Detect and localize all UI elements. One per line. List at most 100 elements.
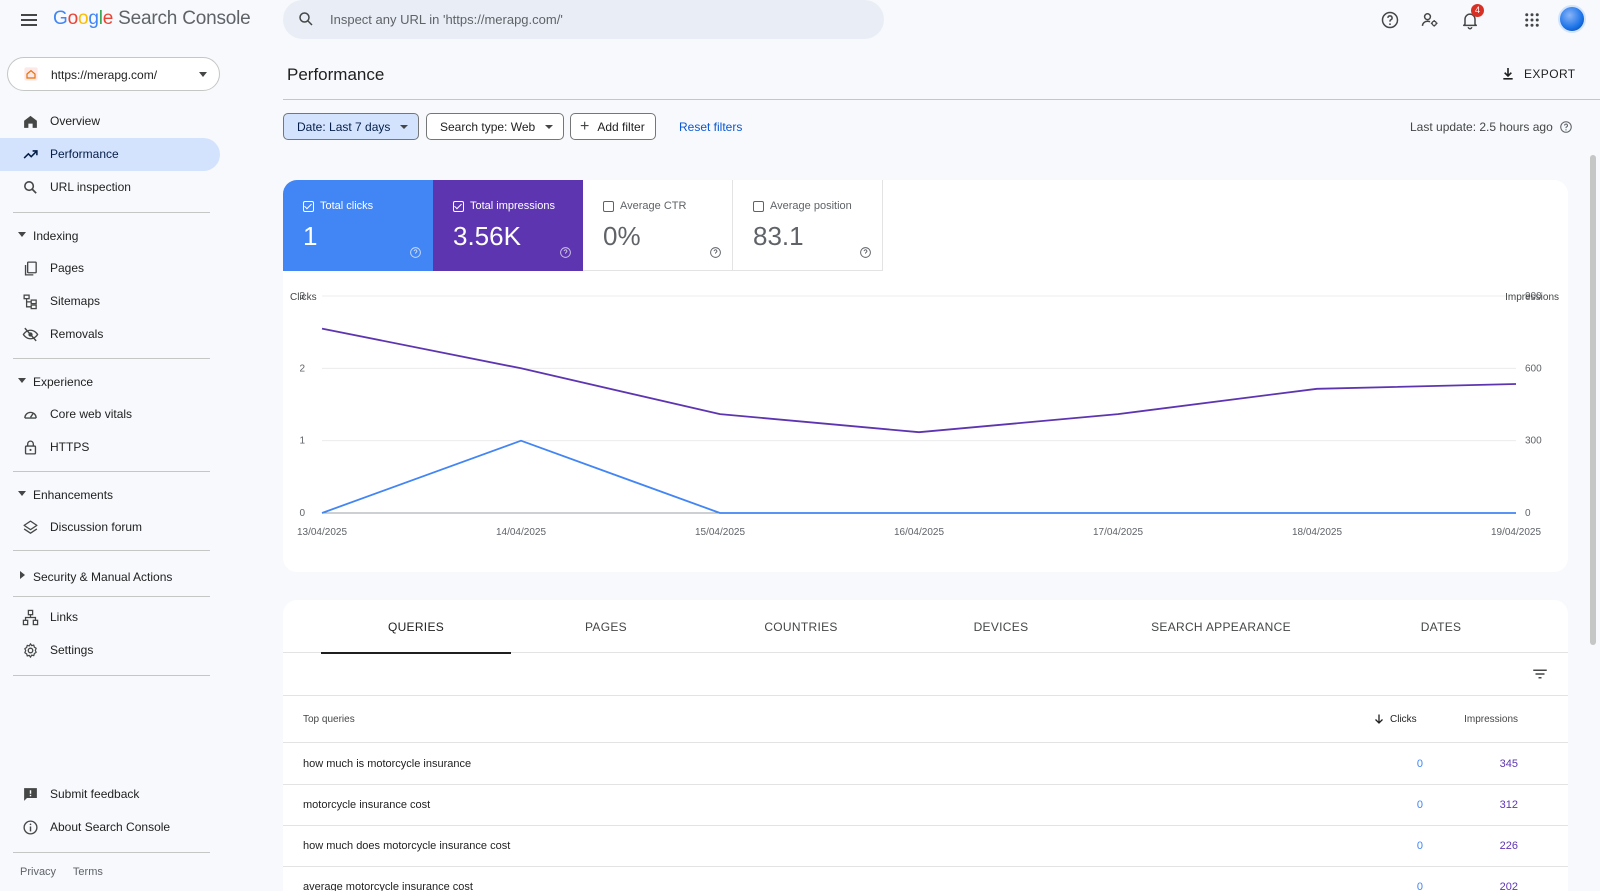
x-tick-label: 19/04/2025 (1491, 527, 1541, 538)
bell-icon[interactable]: 4 (1458, 4, 1484, 32)
x-tick-label: 17/04/2025 (1093, 527, 1143, 538)
search-input[interactable] (330, 0, 870, 39)
sidebar-item-about-search-console[interactable]: About Search Console (0, 811, 220, 844)
table-row[interactable]: motorcycle insurance cost 0 312 (283, 785, 1568, 826)
performance-chart-card: Total clicks 1 Total impressions 3.56K A… (283, 180, 1568, 572)
impressions-cell: 345 (1499, 758, 1518, 770)
chevron-down-icon (199, 72, 207, 77)
home-property-icon (23, 66, 39, 87)
y-right-tick-label: 900 (1525, 291, 1542, 302)
chevron-down-icon (400, 124, 409, 129)
metric-value: 83.1 (753, 221, 804, 251)
table-row[interactable]: how much does motorcycle insurance cost … (283, 826, 1568, 867)
sidebar-item-label: Links (50, 610, 79, 624)
info-icon (23, 820, 38, 835)
tab-devices[interactable]: DEVICES (973, 619, 1029, 634)
sidebar-divider (13, 596, 210, 597)
search-type-filter-chip[interactable]: Search type: Web (426, 113, 565, 140)
sidebar-item-overview[interactable]: Overview (0, 105, 220, 138)
table-row[interactable]: average motorcycle insurance cost 0 202 (283, 867, 1568, 891)
add-filter-button[interactable]: + Add filter (570, 113, 656, 140)
checkbox-icon[interactable] (603, 200, 614, 212)
property-selector[interactable]: https://merapg.com/ (7, 57, 220, 91)
section-label: Experience (33, 375, 94, 389)
help-icon[interactable] (1378, 8, 1402, 32)
clicks-cell: 0 (1416, 799, 1423, 811)
sidebar-item-label: Settings (50, 643, 94, 657)
terms-link[interactable]: Terms (72, 866, 103, 878)
reset-filters-link[interactable]: Reset filters (679, 120, 743, 134)
tab-countries[interactable]: COUNTRIES (764, 619, 838, 634)
sidebar-divider (13, 212, 210, 213)
tab-pages[interactable]: PAGES (585, 619, 627, 634)
caret-right-icon (20, 571, 25, 579)
apps-icon[interactable] (1520, 8, 1544, 32)
clicks-cell: 0 (1416, 758, 1423, 770)
section-label: Indexing (33, 229, 79, 243)
clicks-cell: 0 (1416, 840, 1423, 852)
sidebar-item-label: Performance (50, 147, 119, 161)
queries-table-card: QUERIES PAGES COUNTRIES DEVICES SEARCH A… (283, 600, 1568, 891)
caret-down-icon (18, 232, 26, 237)
sidebar-item-label: Overview (50, 114, 101, 128)
section-indexing[interactable]: Indexing (0, 222, 220, 248)
tab-dates[interactable]: DATES (1420, 619, 1462, 634)
column-header-clicks[interactable]: Clicks (1373, 713, 1417, 725)
export-button[interactable]: EXPORT (1500, 62, 1576, 86)
tab-search-appearance[interactable]: SEARCH APPEARANCE (1151, 619, 1291, 634)
chip-label: Add filter (597, 119, 645, 134)
privacy-link[interactable]: Privacy (20, 866, 57, 878)
avatar[interactable] (1558, 5, 1586, 33)
checkbox-icon[interactable] (303, 200, 314, 212)
help-icon[interactable] (1559, 120, 1573, 134)
checkbox-icon[interactable] (453, 200, 464, 212)
legal-links: Privacy Terms (20, 866, 117, 878)
metric-average-position[interactable]: Average position 83.1 (733, 180, 883, 271)
sidebar-item-label: Core web vitals (50, 407, 133, 421)
metric-label: Total impressions (470, 200, 555, 212)
sidebar-item-submit-feedback[interactable]: Submit feedback (0, 778, 220, 811)
help-icon[interactable] (859, 246, 872, 259)
last-update-status: Last update: 2.5 hours ago (1410, 120, 1573, 134)
url-inspect-search[interactable] (283, 0, 884, 39)
sidebar-item-url-inspection[interactable]: URL inspection (0, 171, 220, 204)
sidebar-item-removals[interactable]: Removals (0, 318, 220, 351)
sidebar-item-core-web-vitals[interactable]: Core web vitals (0, 398, 220, 431)
home-icon (24, 115, 37, 128)
query-cell: how much is motorcycle insurance (303, 758, 472, 770)
section-enhancements[interactable]: Enhancements (0, 481, 220, 507)
section-security-manual-actions[interactable]: Security & Manual Actions (0, 563, 220, 589)
tab-queries[interactable]: QUERIES (321, 600, 511, 654)
sidebar-item-discussion-forum[interactable]: Discussion forum (0, 511, 220, 544)
table-row[interactable]: how much is motorcycle insurance 0 345 (283, 744, 1568, 785)
property-url: https://merapg.com/ (51, 68, 158, 82)
y-left-tick-label: 3 (299, 291, 305, 302)
sidebar-item-sitemaps[interactable]: Sitemaps (0, 285, 220, 318)
sidebar-item-links[interactable]: Links (0, 601, 220, 634)
google-search-console-logo[interactable]: Google Search Console (53, 8, 251, 30)
help-icon[interactable] (709, 246, 722, 259)
impressions-cell: 312 (1499, 799, 1518, 811)
sidebar-divider (13, 550, 210, 551)
gear-icon (24, 643, 37, 658)
checkbox-icon[interactable] (753, 200, 764, 212)
sidebar-item-https[interactable]: HTTPS (0, 431, 220, 464)
pages-icon (24, 261, 37, 276)
date-filter-chip[interactable]: Date: Last 7 days (283, 113, 420, 140)
column-header-impressions[interactable]: Impressions (1464, 714, 1518, 725)
page-scrollbar[interactable] (1590, 155, 1596, 645)
filter-icon[interactable] (1531, 665, 1549, 683)
metric-total-clicks[interactable]: Total clicks 1 (283, 180, 433, 271)
menu-icon[interactable] (18, 9, 40, 31)
section-experience[interactable]: Experience (0, 368, 220, 394)
help-icon[interactable] (559, 246, 572, 259)
series-line-clicks (321, 439, 1516, 514)
metric-label: Average CTR (620, 200, 687, 212)
sidebar-item-performance[interactable]: Performance (0, 138, 220, 171)
metric-average-ctr[interactable]: Average CTR 0% (583, 180, 733, 271)
help-icon[interactable] (409, 246, 422, 259)
sidebar-item-pages[interactable]: Pages (0, 252, 220, 285)
sidebar-item-settings[interactable]: Settings (0, 634, 220, 667)
manage-users-icon[interactable] (1418, 8, 1442, 32)
metric-total-impressions[interactable]: Total impressions 3.56K (433, 180, 583, 271)
